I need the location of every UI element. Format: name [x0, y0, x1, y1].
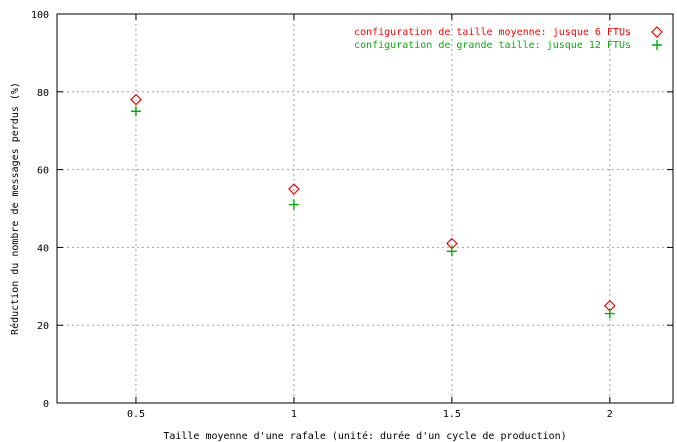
y-tick-label: 60 [37, 166, 49, 177]
data-point-series-1 [130, 93, 142, 106]
data-point-series-2 [604, 308, 615, 319]
legend-label-series-2: configuration de grande taille: jusque 1… [354, 40, 631, 51]
y-tick-label: 20 [37, 321, 49, 332]
y-tick-labels: 0 20 40 60 80 100 [31, 10, 49, 410]
data-points [130, 93, 616, 319]
data-point-series-2 [288, 199, 299, 210]
y-tick-label: 40 [37, 243, 49, 254]
x-tick-label: 1 [291, 409, 297, 420]
x-tick-label: 1.5 [443, 409, 461, 420]
grid-lines [57, 14, 673, 403]
x-tick-labels: 0.5 1 1.5 2 [127, 409, 613, 420]
legend: configuration de taille moyenne: jusque … [354, 26, 663, 51]
y-tick-label: 80 [37, 88, 49, 99]
axis-ticks [57, 13, 673, 404]
legend-marker-series-1 [651, 26, 663, 38]
legend-label-series-1: configuration de taille moyenne: jusque … [354, 27, 631, 38]
x-axis-title: Taille moyenne d'une rafale (unité: duré… [163, 430, 566, 442]
data-point-series-2 [446, 246, 457, 257]
data-point-series-1 [288, 183, 300, 195]
legend-marker-symbol [651, 26, 663, 38]
legend-marker-symbol [652, 40, 662, 50]
x-tick-label: 0.5 [127, 409, 145, 420]
plot-frame [56, 13, 674, 404]
x-tick-label: 2 [607, 409, 613, 420]
y-tick-label: 0 [43, 399, 49, 410]
y-tick-label: 100 [31, 10, 49, 21]
y-axis-title: Réduction du nombre de messages perdus (… [9, 82, 21, 335]
legend-marker-series-2 [652, 40, 662, 50]
data-point-series-2 [130, 106, 141, 117]
